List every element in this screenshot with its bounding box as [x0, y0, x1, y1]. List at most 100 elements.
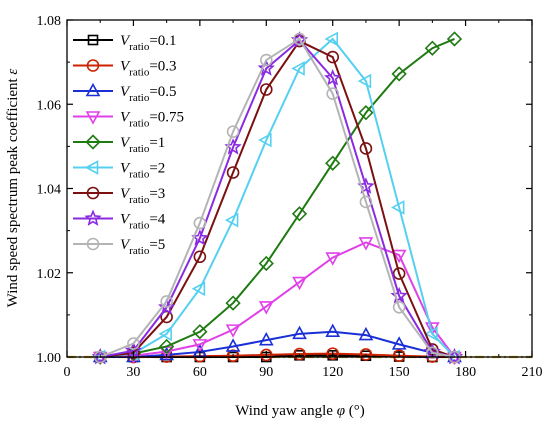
- legend-marker: [85, 111, 101, 125]
- data-point: [225, 295, 241, 311]
- tick-layer: 0 30 60 90 120 150 180 210 1.00 1.02 1.04 1.06 1.08: [37, 14, 543, 380]
- data-point: [446, 31, 463, 47]
- legend-label: Vratio=5: [120, 237, 165, 257]
- data-point: [426, 346, 439, 360]
- x-axis-label-unit: (°): [345, 403, 365, 419]
- data-point: [258, 255, 274, 272]
- legend-item: Vratio=4: [73, 209, 166, 232]
- data-point: [358, 326, 374, 341]
- legend-item: Vratio=2: [73, 160, 165, 181]
- data-point: [359, 348, 373, 361]
- data-point: [292, 276, 307, 291]
- y-axis-label-symbol: ε: [5, 69, 21, 75]
- series-line: [100, 37, 456, 358]
- data-point: [424, 40, 440, 56]
- data-point: [259, 83, 273, 96]
- data-point: [326, 50, 340, 64]
- data-point: [391, 336, 407, 350]
- y-tick-label: 1.08: [37, 14, 62, 29]
- data-point: [392, 349, 406, 363]
- x-tick-label: 60: [193, 365, 207, 380]
- data-point: [158, 326, 172, 342]
- y-tick-label: 1.00: [37, 351, 62, 366]
- x-tick-label: 150: [389, 365, 410, 380]
- x-tick-label: 180: [455, 365, 476, 380]
- data-point: [357, 73, 372, 89]
- data-point: [325, 155, 341, 171]
- series-line: [99, 37, 455, 358]
- x-tick-label: 30: [126, 365, 140, 380]
- y-axis-label: Wind speed spectrum peak coefficient ε: [5, 69, 21, 308]
- data-point: [324, 69, 342, 86]
- data-point: [392, 300, 406, 314]
- data-point: [160, 295, 173, 308]
- x-axis-label-symbol: φ: [337, 403, 345, 419]
- series-line: [100, 241, 456, 358]
- data-point: [358, 105, 374, 121]
- data-point: [258, 132, 272, 148]
- legend-marker: [86, 237, 100, 251]
- data-point: [293, 347, 306, 361]
- series-line: [100, 330, 455, 358]
- legend-label: Vratio=0.75: [120, 110, 184, 130]
- legend-item: Vratio=1: [73, 134, 165, 155]
- data-point: [259, 348, 273, 362]
- data-point: [324, 31, 339, 47]
- data-point: [159, 338, 175, 355]
- legend-item: Vratio=0.5: [73, 82, 177, 104]
- x-tick-label: 210: [522, 365, 543, 380]
- y-tick-label: 1.04: [37, 183, 62, 198]
- legend-label: Vratio=3: [120, 186, 165, 206]
- data-point: [193, 216, 207, 230]
- legend-label: Vratio=1: [120, 135, 165, 155]
- data-point: [226, 125, 240, 138]
- x-axis-label-text: Wind yaw angle: [235, 403, 336, 419]
- data-point: [191, 281, 206, 297]
- data-point: [291, 206, 308, 222]
- data-point: [225, 324, 241, 338]
- data-point: [193, 250, 207, 264]
- legend-item: Vratio=5: [73, 237, 165, 257]
- data-point: [326, 347, 340, 360]
- data-point: [224, 212, 239, 228]
- data-point: [358, 237, 374, 251]
- data-point: [326, 87, 340, 101]
- legend-marker: [85, 134, 101, 150]
- data-point: [192, 324, 208, 340]
- data-point: [258, 301, 274, 315]
- data-point: [392, 267, 406, 280]
- data-point: [391, 66, 407, 82]
- data-point: [424, 326, 438, 342]
- series-4: [92, 31, 463, 365]
- legend-label: Vratio=0.1: [120, 33, 177, 53]
- data-point: [359, 142, 373, 155]
- data-point: [257, 59, 275, 76]
- data-point: [325, 252, 341, 266]
- data-point: [359, 195, 373, 209]
- legend-label: Vratio=2: [120, 161, 165, 181]
- x-tick-label: 0: [64, 365, 71, 380]
- data-point: [225, 338, 241, 352]
- data-point: [259, 53, 273, 67]
- legend-item: Vratio=0.3: [73, 59, 177, 79]
- legend-item: Vratio=0.1: [73, 33, 177, 53]
- data-point: [160, 310, 173, 324]
- x-axis-label: Wind yaw angle φ (°): [235, 403, 365, 419]
- series-line: [100, 39, 455, 358]
- legend-marker: [84, 209, 102, 226]
- data-point: [258, 331, 274, 346]
- legend-marker: [85, 82, 101, 97]
- legend: Vratio=0.1 Vratio=0.3 Vratio=0.5 Vratio=0.7…: [73, 33, 184, 257]
- legend-marker: [87, 34, 99, 46]
- y-tick-label: 1.06: [37, 98, 62, 113]
- legend-marker: [86, 59, 100, 72]
- data-point: [391, 249, 407, 264]
- legend-marker: [84, 160, 99, 175]
- x-tick-label: 120: [322, 365, 343, 380]
- data-point: [226, 166, 240, 179]
- data-point: [127, 337, 140, 350]
- legend-label: Vratio=4: [120, 212, 166, 232]
- y-tick-label: 1.02: [37, 267, 62, 282]
- data-point: [292, 325, 307, 340]
